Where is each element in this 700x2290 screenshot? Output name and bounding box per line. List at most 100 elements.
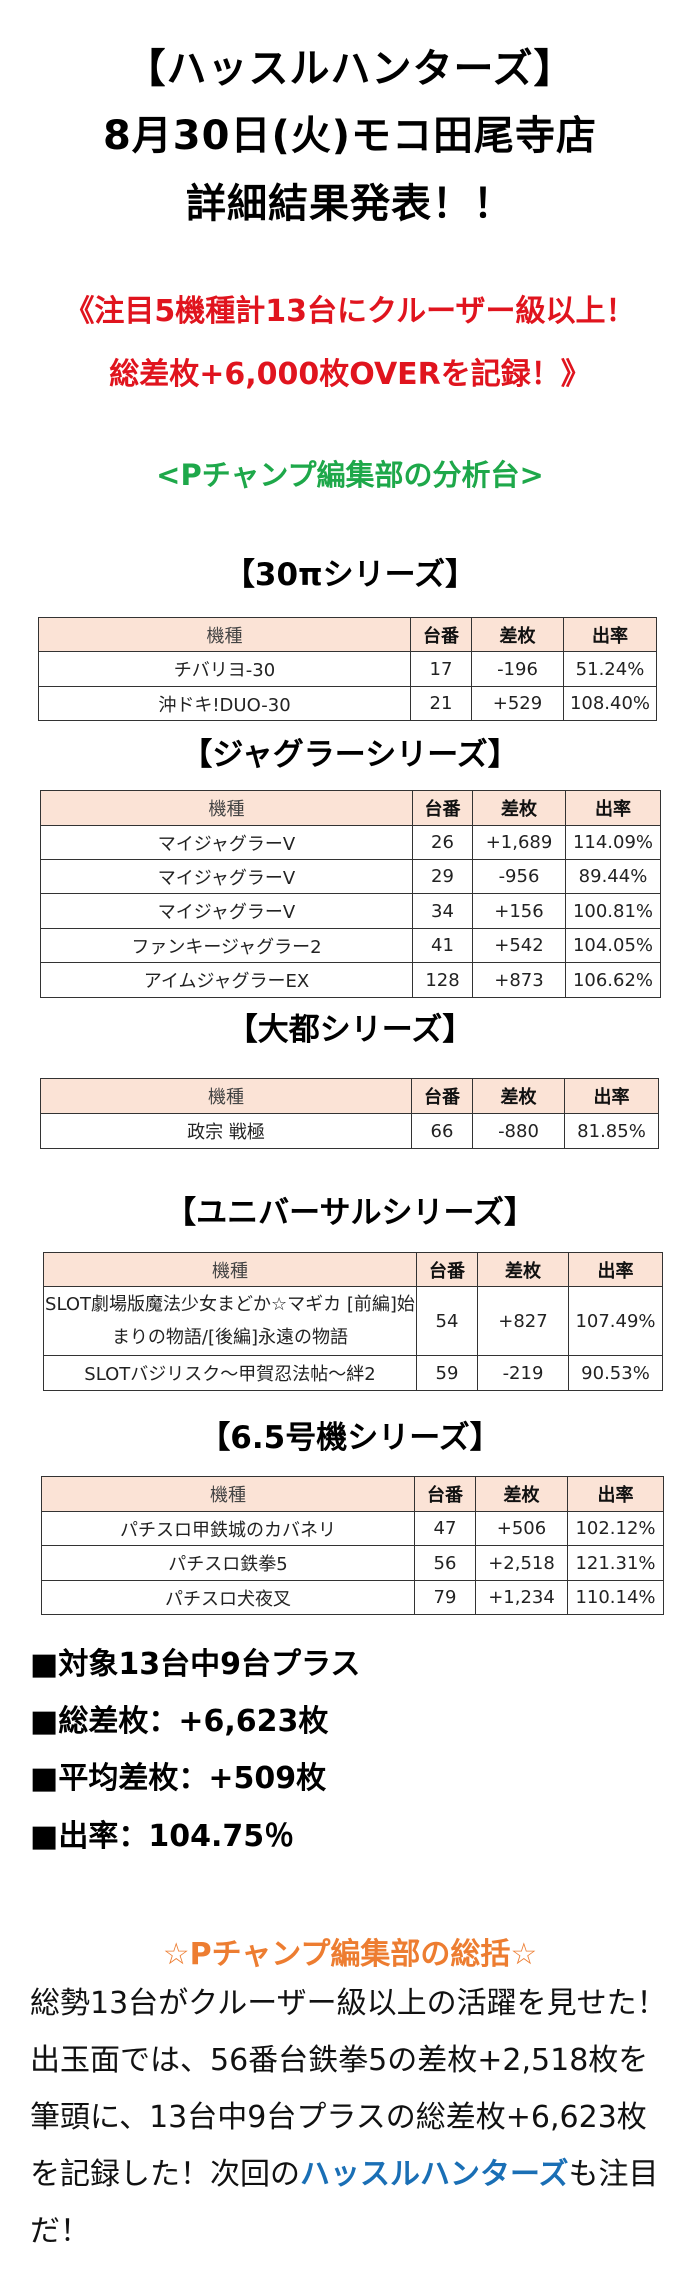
- cell-rate: 102.12%: [567, 1511, 664, 1546]
- results-table-30pi: 機種 台番 差枚 出率 チバリヨ-30 17 -196 51.24% 沖ドキ!D…: [38, 617, 657, 721]
- cell-number: 26: [412, 825, 473, 860]
- analysis-label: <Pチャンプ編集部の分析台>: [156, 458, 544, 492]
- cell-number: 29: [412, 859, 473, 894]
- col-header-number: 台番: [410, 617, 472, 652]
- table-row: SLOT劇場版魔法少女まどか☆マギカ [前編]始まりの物語/[後編]永遠の物語 …: [43, 1286, 663, 1356]
- table-header-row: 機種 台番 差枚 出率: [43, 1252, 663, 1287]
- cell-machine: マイジャグラーV: [40, 859, 413, 894]
- review-text-after: も注目だ！: [30, 2157, 659, 2249]
- cell-rate: 110.14%: [567, 1580, 664, 1615]
- table-header-row: 機種 台番 差枚 出率: [41, 1476, 664, 1512]
- table-row: パチスロ犬夜叉 79 +1,234 110.14%: [41, 1580, 664, 1615]
- cell-diff: -219: [477, 1355, 569, 1391]
- col-header-machine: 機種: [38, 617, 411, 652]
- table-row: マイジャグラーV 34 +156 100.81%: [40, 893, 661, 929]
- cell-machine: アイムジャグラーEX: [40, 962, 413, 998]
- table-row: SLOTバジリスク～甲賀忍法帖～絆2 59 -219 90.53%: [43, 1355, 663, 1391]
- col-header-number: 台番: [414, 1476, 476, 1512]
- cell-diff: +873: [472, 962, 566, 998]
- table-row: パチスロ鉄拳5 56 +2,518 121.31%: [41, 1545, 664, 1581]
- table-header-row: 機種 台番 差枚 出率: [40, 1078, 659, 1114]
- cell-rate: 89.44%: [565, 859, 661, 894]
- col-header-rate: 出率: [564, 1078, 659, 1114]
- table-row: パチスロ甲鉄城のカバネリ 47 +506 102.12%: [41, 1511, 664, 1546]
- cell-rate: 90.53%: [568, 1355, 663, 1391]
- col-header-number: 台番: [411, 1078, 473, 1114]
- cell-machine: マイジャグラーV: [40, 893, 413, 929]
- cell-rate: 121.31%: [567, 1545, 664, 1581]
- col-header-diff: 差枚: [477, 1252, 569, 1287]
- summary-payout-rate: ■出率：104.75％: [30, 1819, 295, 1854]
- cell-machine: SLOT劇場版魔法少女まどか☆マギカ [前編]始まりの物語/[後編]永遠の物語: [43, 1286, 417, 1356]
- col-header-rate: 出率: [565, 790, 661, 826]
- col-header-diff: 差枚: [472, 1078, 565, 1114]
- summary-plus-count: ■対象13台中9台プラス: [30, 1647, 361, 1682]
- cell-rate: 106.62%: [565, 962, 661, 998]
- cell-machine: 政宗 戦極: [40, 1113, 412, 1149]
- cell-rate: 107.49%: [568, 1286, 663, 1356]
- cell-number: 21: [410, 686, 472, 721]
- cell-machine: パチスロ鉄拳5: [41, 1545, 415, 1581]
- col-header-machine: 機種: [43, 1252, 417, 1287]
- col-header-rate: 出率: [563, 617, 657, 652]
- table-row: マイジャグラーV 26 +1,689 114.09%: [40, 825, 661, 860]
- col-header-machine: 機種: [40, 1078, 412, 1114]
- col-header-number: 台番: [412, 790, 473, 826]
- cell-diff: +156: [472, 893, 566, 929]
- cell-number: 56: [414, 1545, 476, 1581]
- table-row: ファンキージャグラー2 41 +542 104.05%: [40, 928, 661, 963]
- cell-diff: +506: [475, 1511, 568, 1546]
- highlight-line-1: 《注目5機種計13台にクルーザー級以上！: [64, 294, 636, 329]
- col-header-diff: 差枚: [472, 790, 566, 826]
- col-header-number: 台番: [416, 1252, 478, 1287]
- cell-rate: 108.40%: [563, 686, 657, 721]
- col-header-diff: 差枚: [475, 1476, 568, 1512]
- results-table-juggler: 機種 台番 差枚 出率 マイジャグラーV 26 +1,689 114.09% マ…: [40, 790, 661, 998]
- results-table-daito: 機種 台番 差枚 出率 政宗 戦極 66 -880 81.85%: [40, 1078, 659, 1149]
- cell-number: 54: [416, 1286, 478, 1356]
- cell-diff: +529: [471, 686, 564, 721]
- highlight-line-2: 総差枚+6,000枚OVERを記録！》: [109, 357, 591, 392]
- cell-rate: 114.09%: [565, 825, 661, 860]
- cell-machine: パチスロ甲鉄城のカバネリ: [41, 1511, 415, 1546]
- page-title-date-store: 8月30日(火)モコ田尾寺店: [102, 113, 598, 159]
- cell-machine: 沖ドキ!DUO-30: [38, 686, 411, 721]
- table-row: 政宗 戦極 66 -880 81.85%: [40, 1113, 659, 1149]
- table-header-row: 機種 台番 差枚 出率: [40, 790, 661, 826]
- col-header-diff: 差枚: [471, 617, 564, 652]
- series-title-juggler: 【ジャグラーシリーズ】: [181, 737, 519, 773]
- cell-number: 59: [416, 1355, 478, 1391]
- cell-diff: -196: [471, 651, 564, 687]
- results-table-universal: 機種 台番 差枚 出率 SLOT劇場版魔法少女まどか☆マギカ [前編]始まりの物…: [43, 1252, 663, 1391]
- cell-number: 17: [410, 651, 472, 687]
- cell-diff: +827: [477, 1286, 569, 1356]
- review-text-before: 総勢13台がクルーザー級以上の活躍を見せた！出玉面では、56番台鉄拳5の差枚+2…: [30, 1986, 667, 2192]
- table-row: チバリヨ-30 17 -196 51.24%: [38, 651, 657, 687]
- cell-diff: +2,518: [475, 1545, 568, 1581]
- summary-total-diff: ■総差枚：+6,623枚: [30, 1704, 329, 1739]
- table-row: アイムジャグラーEX 128 +873 106.62%: [40, 962, 661, 998]
- cell-number: 34: [412, 893, 473, 929]
- series-title-universal: 【ユニバーサルシリーズ】: [165, 1195, 535, 1231]
- cell-number: 47: [414, 1511, 476, 1546]
- table-header-row: 機種 台番 差枚 出率: [38, 617, 657, 652]
- cell-rate: 100.81%: [565, 893, 661, 929]
- review-title: ☆Pチャンプ編集部の総括☆: [162, 1937, 538, 1972]
- table-row: 沖ドキ!DUO-30 21 +529 108.40%: [38, 686, 657, 721]
- cell-diff: -956: [472, 859, 566, 894]
- cell-diff: +1,234: [475, 1580, 568, 1615]
- page-title-event: 【ハッスルハンターズ】: [125, 46, 575, 92]
- results-table-6-5gouki: 機種 台番 差枚 出率 パチスロ甲鉄城のカバネリ 47 +506 102.12%…: [41, 1476, 664, 1615]
- cell-diff: -880: [472, 1113, 565, 1149]
- col-header-rate: 出率: [568, 1252, 663, 1287]
- cell-rate: 81.85%: [564, 1113, 659, 1149]
- col-header-rate: 出率: [567, 1476, 664, 1512]
- cell-number: 41: [412, 928, 473, 963]
- cell-machine: SLOTバジリスク～甲賀忍法帖～絆2: [43, 1355, 417, 1391]
- page-title-results: 詳細結果発表！！: [186, 181, 514, 227]
- cell-diff: +542: [472, 928, 566, 963]
- table-row: マイジャグラーV 29 -956 89.44%: [40, 859, 661, 894]
- cell-rate: 104.05%: [565, 928, 661, 963]
- series-title-30pi: 【30πシリーズ】: [223, 557, 477, 593]
- summary-avg-diff: ■平均差枚：+509枚: [30, 1761, 327, 1796]
